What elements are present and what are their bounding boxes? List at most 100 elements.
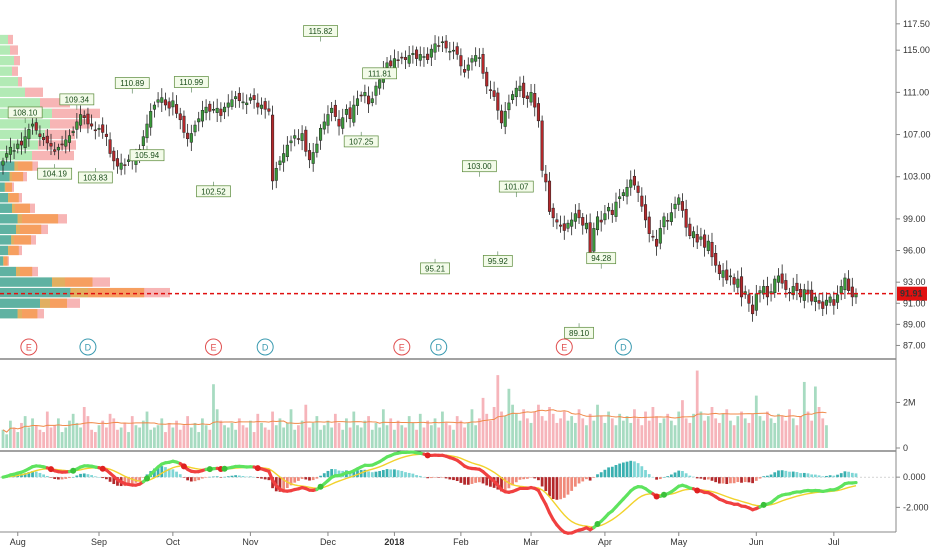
volume-bar <box>418 413 422 448</box>
volume-bar <box>703 420 706 448</box>
volume-bar <box>765 411 769 448</box>
volume-bar <box>633 409 636 448</box>
profile-up-bar <box>0 87 25 97</box>
osc-histogram-bar <box>53 477 57 479</box>
osc-histogram-bar <box>732 477 736 484</box>
volume-bar <box>684 418 688 448</box>
osc-histogram-bar <box>769 474 773 478</box>
volume-bar <box>348 427 352 448</box>
candle-body <box>186 132 190 140</box>
candle-body <box>178 113 182 121</box>
price-tick-label: 99.00 <box>903 214 926 224</box>
osc-histogram-bar <box>695 477 699 479</box>
candle-body <box>407 55 411 64</box>
volume-bar <box>90 429 94 448</box>
profile-down-bar <box>45 129 75 140</box>
volume-bar <box>363 420 367 448</box>
osc-histogram-bar <box>223 476 226 478</box>
volume-bar <box>23 416 27 448</box>
candle-body <box>344 108 348 115</box>
profile-up-bar <box>0 150 32 161</box>
osc-histogram-bar <box>662 477 666 478</box>
osc-histogram-bar <box>784 470 788 478</box>
profile-vol-up <box>0 245 8 256</box>
volume-bar <box>285 422 289 448</box>
volume-bar <box>695 370 699 448</box>
volume-bar <box>145 411 149 448</box>
high-low-labels: 108.10 104.19 109.34 103.83 110.89 105.94 110.… <box>7 25 617 339</box>
candle-body <box>787 292 792 294</box>
dividend-event-icon[interactable] <box>430 338 448 356</box>
candle-body <box>293 135 297 139</box>
osc-histogram-bar <box>23 473 27 478</box>
profile-down-bar <box>50 119 90 129</box>
earnings-event-icon[interactable] <box>204 338 222 356</box>
osc-histogram-bar <box>175 471 178 478</box>
profile-vol-up <box>0 161 15 171</box>
osc-histogram-bar <box>337 470 341 478</box>
candle-body <box>352 104 356 123</box>
candle-body <box>75 121 79 130</box>
osc-cross-marker <box>653 493 660 500</box>
candle-body <box>348 107 352 119</box>
candle-body <box>34 122 38 131</box>
volume-bar <box>119 427 123 448</box>
osc-histogram-bar <box>629 460 633 478</box>
osc-histogram-bar <box>607 467 610 478</box>
price-tick-label: 89.00 <box>903 319 926 329</box>
time-tick-label: Jul <box>828 537 840 547</box>
dividend-event-icon[interactable] <box>256 338 274 356</box>
extreme-label-box <box>196 185 231 198</box>
osc-histogram-bar <box>197 477 201 481</box>
osc-histogram-bar <box>821 476 825 478</box>
candle-body <box>60 143 64 146</box>
dividend-event-icon[interactable] <box>614 338 632 356</box>
extreme-label: 111.81 <box>368 69 392 78</box>
osc-histogram-bar <box>34 471 38 478</box>
candles <box>1 35 858 322</box>
candle-body <box>67 135 72 143</box>
volume-bar <box>740 411 743 448</box>
osc-histogram-bar <box>843 471 847 478</box>
osc-histogram-bar <box>75 475 79 478</box>
osc-histogram-bar <box>86 474 90 478</box>
volume-bar <box>1 429 5 448</box>
profile-down-bar <box>40 98 70 108</box>
candle-body <box>618 196 622 199</box>
volume-bar <box>585 425 588 448</box>
candle-body <box>459 55 463 67</box>
volume-bar <box>788 409 791 448</box>
volume-bar <box>68 420 71 448</box>
volume-bar <box>12 427 16 448</box>
volume-bar <box>297 425 300 448</box>
earnings-event-icon[interactable] <box>20 338 38 356</box>
volume-bar <box>555 422 559 448</box>
earnings-event-icon[interactable] <box>393 338 411 356</box>
profile-vol-down <box>8 193 19 203</box>
candle-body <box>256 102 260 108</box>
volume-bar <box>507 388 511 448</box>
volume-bar <box>42 432 46 448</box>
volume-bar <box>374 422 378 448</box>
candle-body <box>551 207 555 219</box>
candle-body <box>595 216 600 231</box>
dividend-event-icon[interactable] <box>79 338 97 356</box>
event-letter: E <box>399 343 405 353</box>
osc-histogram-bar <box>566 477 570 495</box>
osc-histogram-bar <box>308 477 311 481</box>
candle-body <box>732 277 736 285</box>
osc-histogram-bar <box>518 477 522 480</box>
candle-body <box>555 219 559 223</box>
osc-histogram-bar <box>156 466 160 478</box>
profile-down-bar <box>25 87 43 97</box>
earnings-event-icon[interactable] <box>555 338 573 356</box>
candle-body <box>791 286 795 296</box>
osc-histogram-bar <box>230 475 234 478</box>
extreme-label-box <box>362 67 397 80</box>
candle-body <box>695 234 699 243</box>
profile-vol-up <box>0 277 52 287</box>
osc-cross-marker <box>70 467 77 474</box>
extreme-label-box <box>37 167 73 180</box>
